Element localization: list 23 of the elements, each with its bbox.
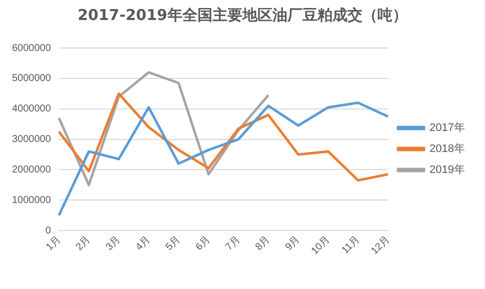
y-tick-label: 2000000 bbox=[12, 164, 52, 176]
x-tick-label: 5月 bbox=[164, 234, 183, 253]
x-tick-label: 6月 bbox=[194, 234, 213, 253]
legend-label: 2018年 bbox=[430, 143, 466, 156]
x-tick-label: 1月 bbox=[44, 234, 63, 253]
x-tick-label: 9月 bbox=[284, 234, 302, 253]
y-tick-label: 3000000 bbox=[12, 134, 52, 146]
x-tick-label: 12月 bbox=[369, 234, 392, 257]
x-tick-label: 7月 bbox=[224, 234, 243, 253]
x-tick-label: 3月 bbox=[104, 234, 123, 253]
y-tick-label: 4000000 bbox=[12, 104, 52, 115]
y-tick-label: 1000000 bbox=[12, 194, 52, 206]
legend-label: 2017年 bbox=[430, 122, 466, 134]
chart-title: 2017-2019年全国主要地区油厂豆粕成交（吨） bbox=[76, 6, 408, 25]
x-tick-label: 11月 bbox=[340, 234, 362, 256]
x-tick-label: 4月 bbox=[134, 234, 153, 253]
x-tick-label: 8月 bbox=[254, 234, 272, 253]
y-tick-label: 5000000 bbox=[12, 73, 52, 84]
x-tick-label: 10月 bbox=[310, 234, 332, 257]
x-tick-label: 2月 bbox=[74, 234, 93, 253]
y-tick-label: 6000000 bbox=[12, 42, 52, 54]
legend-label: 2019年 bbox=[430, 164, 466, 176]
y-tick-label: 0 bbox=[45, 225, 52, 236]
